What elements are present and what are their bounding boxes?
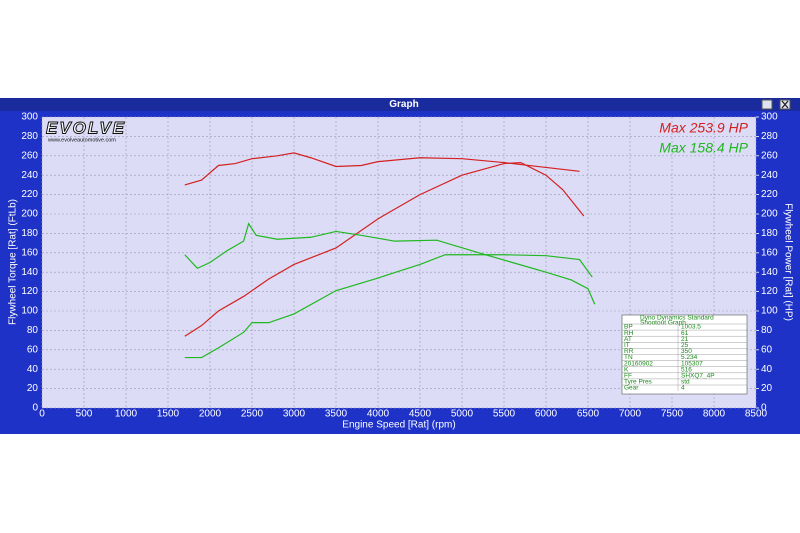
info-table-cell: 25 <box>681 342 689 349</box>
y2-tick-label: 200 <box>761 209 778 220</box>
info-table-cell: RR <box>624 348 634 355</box>
y-tick-label: 300 <box>21 112 38 123</box>
y2-tick-label: 120 <box>761 286 778 297</box>
annotation: Max 253.9 HP <box>659 120 748 136</box>
annotation: Max 158.4 HP <box>659 140 748 156</box>
info-table-cell: 4 <box>681 385 685 392</box>
y-tick-label: 40 <box>27 364 39 375</box>
y2-tick-label: 60 <box>761 344 773 355</box>
x-tick-label: 1000 <box>115 409 138 420</box>
y-tick-label: 240 <box>21 170 38 181</box>
info-table-cell: 105307 <box>681 360 703 367</box>
info-table-cell: FF <box>624 373 632 380</box>
data-line <box>184 161 585 337</box>
x-tick-label: 2000 <box>199 409 222 420</box>
y-tick-label: 0 <box>32 403 38 414</box>
info-table-cell: TN <box>624 354 633 361</box>
y-axis-label: Flywheel Torque [Rat] (FtLb) <box>8 199 19 325</box>
info-table-cell: SHXQ7_4P <box>681 373 715 380</box>
info-table-cell: RH <box>624 330 634 337</box>
info-table-cell: Tyre Pres <box>624 379 653 386</box>
x-tick-label: 8500 <box>745 409 768 420</box>
y-tick-label: 80 <box>27 325 39 336</box>
y-tick-label: 160 <box>21 247 38 258</box>
title-bar <box>0 98 800 111</box>
y-tick-label: 60 <box>27 344 39 355</box>
y-tick-label: 20 <box>27 383 39 394</box>
x-tick-label: 8000 <box>703 409 726 420</box>
data-line <box>184 254 593 359</box>
info-table-cell: 61 <box>681 330 689 337</box>
window-title: Graph <box>389 99 418 110</box>
x-tick-label: 5500 <box>493 409 516 420</box>
info-table-cell: std <box>681 379 690 386</box>
x-tick-label: 6000 <box>535 409 558 420</box>
y2-tick-label: 0 <box>761 403 767 414</box>
info-table-cell: 5.234 <box>681 354 698 361</box>
y2-tick-label: 140 <box>761 267 778 278</box>
y2-tick-label: 240 <box>761 170 778 181</box>
x-axis-label: Engine Speed [Rat] (rpm) <box>342 420 455 431</box>
y2-tick-label: 280 <box>761 131 778 142</box>
info-table-title: Shootout Graph <box>640 320 686 327</box>
info-table-cell: K <box>624 366 629 373</box>
x-tick-label: 1500 <box>157 409 180 420</box>
info-table-cell: 20160902 <box>624 360 653 367</box>
y2-tick-label: 40 <box>761 364 773 375</box>
info-table-cell: 21 <box>681 336 689 343</box>
x-tick-label: 500 <box>76 409 93 420</box>
y-tick-label: 180 <box>21 228 38 239</box>
x-tick-label: 0 <box>39 409 45 420</box>
info-table-cell: 516 <box>681 366 692 373</box>
info-table-cell: 1003.5 <box>681 324 701 331</box>
y2-tick-label: 300 <box>761 112 778 123</box>
data-line <box>184 222 596 305</box>
x-tick-label: 3500 <box>325 409 348 420</box>
info-table-cell: 350 <box>681 348 692 355</box>
logo-url: www.evolveautomotive.com <box>47 137 116 143</box>
data-line <box>184 152 580 186</box>
info-table-title: Dyno Dynamics Standard <box>640 315 714 322</box>
info-table-cell: Gear <box>624 385 639 392</box>
info-table-cell: BP <box>624 324 633 331</box>
y2-tick-label: 220 <box>761 189 778 200</box>
x-tick-label: 5000 <box>451 409 474 420</box>
x-tick-label: 4000 <box>367 409 390 420</box>
y-tick-label: 100 <box>21 306 38 317</box>
x-tick-label: 7000 <box>619 409 642 420</box>
info-table-cell: IT <box>624 342 630 349</box>
y-tick-label: 260 <box>21 150 38 161</box>
logo: EVOLVE <box>46 118 126 137</box>
x-tick-label: 3000 <box>283 409 306 420</box>
y2-tick-label: 20 <box>761 383 773 394</box>
y-tick-label: 220 <box>21 189 38 200</box>
y-tick-label: 280 <box>21 131 38 142</box>
x-tick-label: 6500 <box>577 409 600 420</box>
close-icon <box>781 100 789 109</box>
y2-tick-label: 260 <box>761 150 778 161</box>
y-tick-label: 200 <box>21 209 38 220</box>
y2-tick-label: 100 <box>761 306 778 317</box>
y2-axis-label: Flywheel Power [Rat] (HP) <box>782 203 793 321</box>
x-tick-label: 4500 <box>409 409 432 420</box>
y-tick-label: 140 <box>21 267 38 278</box>
y2-tick-label: 180 <box>761 228 778 239</box>
restore-button[interactable] <box>761 99 773 110</box>
info-table-cell: AT <box>624 336 632 343</box>
y2-tick-label: 160 <box>761 247 778 258</box>
x-tick-label: 7500 <box>661 409 684 420</box>
x-tick-label: 2500 <box>241 409 264 420</box>
y2-tick-label: 80 <box>761 325 773 336</box>
y-tick-label: 120 <box>21 286 38 297</box>
